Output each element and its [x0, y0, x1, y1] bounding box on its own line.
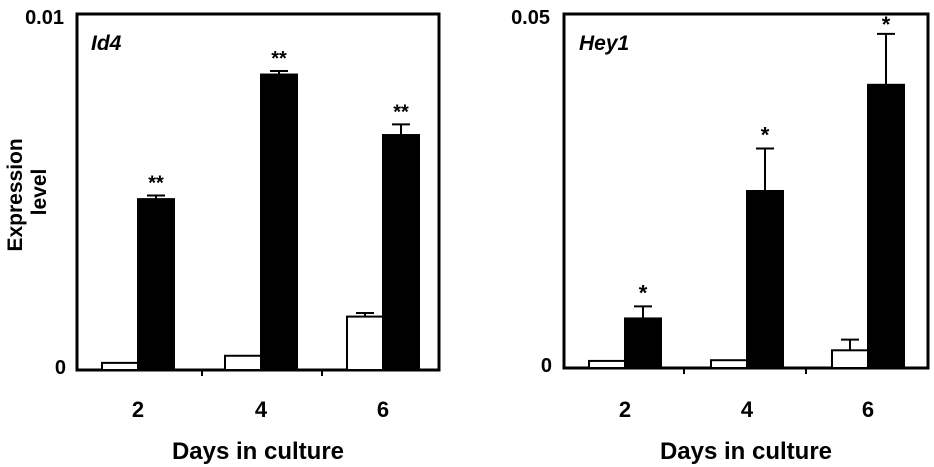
bar-treated [868, 85, 904, 368]
bar-control [832, 350, 868, 368]
y-tick-label-max: 0.01 [25, 7, 64, 29]
bar-control [225, 356, 261, 370]
bars-group: ** ** ** [102, 48, 419, 376]
bar-control [102, 363, 138, 370]
bar-treated [625, 318, 661, 368]
significance-marker: ** [271, 48, 287, 70]
significance-marker: ** [393, 101, 409, 123]
gene-label: Hey1 [579, 32, 629, 55]
significance-marker: ** [148, 173, 164, 195]
x-tick-label: 2 [619, 397, 631, 422]
y-axis-label: Expression level [4, 132, 51, 251]
bar-treated [261, 75, 297, 370]
x-tick-label: 6 [377, 397, 389, 422]
bars-group: * * * [589, 12, 904, 374]
x-tick-label: 6 [862, 397, 874, 422]
significance-marker: * [761, 123, 770, 148]
x-axis-label: Days in culture [660, 438, 832, 465]
y-tick-label-min: 0 [55, 357, 66, 379]
bar-control [589, 361, 625, 368]
bar-control [347, 317, 383, 370]
significance-marker: * [882, 12, 891, 37]
figure: Id4 0.01 0 Expression level ****** 246 D… [0, 0, 934, 467]
bar-treated [747, 191, 783, 368]
x-axis-label: Days in culture [172, 438, 344, 465]
gene-label: Id4 [91, 32, 122, 55]
x-tick-label: 4 [741, 397, 754, 422]
bar-treated [138, 199, 174, 370]
bar-treated [383, 135, 419, 370]
bar-control [711, 360, 747, 368]
id4-chart-panel: Id4 0.01 0 Expression level ** ** ** 2 4 6 D… [4, 7, 439, 465]
y-tick-label-min: 0 [541, 355, 552, 377]
category-labels: 2 4 6 [619, 397, 874, 422]
y-tick-label-max: 0.05 [511, 7, 550, 29]
significance-marker: * [639, 280, 648, 305]
x-tick-label: 4 [255, 397, 268, 422]
y-axis-label-line2: level [28, 169, 51, 216]
category-labels: 2 4 6 [132, 397, 389, 422]
hey1-chart-panel: Hey1 0.05 0 * * * 2 4 6 Days in culture [511, 7, 928, 465]
y-axis-label-line1: Expression [4, 138, 27, 251]
x-tick-label: 2 [132, 397, 144, 422]
